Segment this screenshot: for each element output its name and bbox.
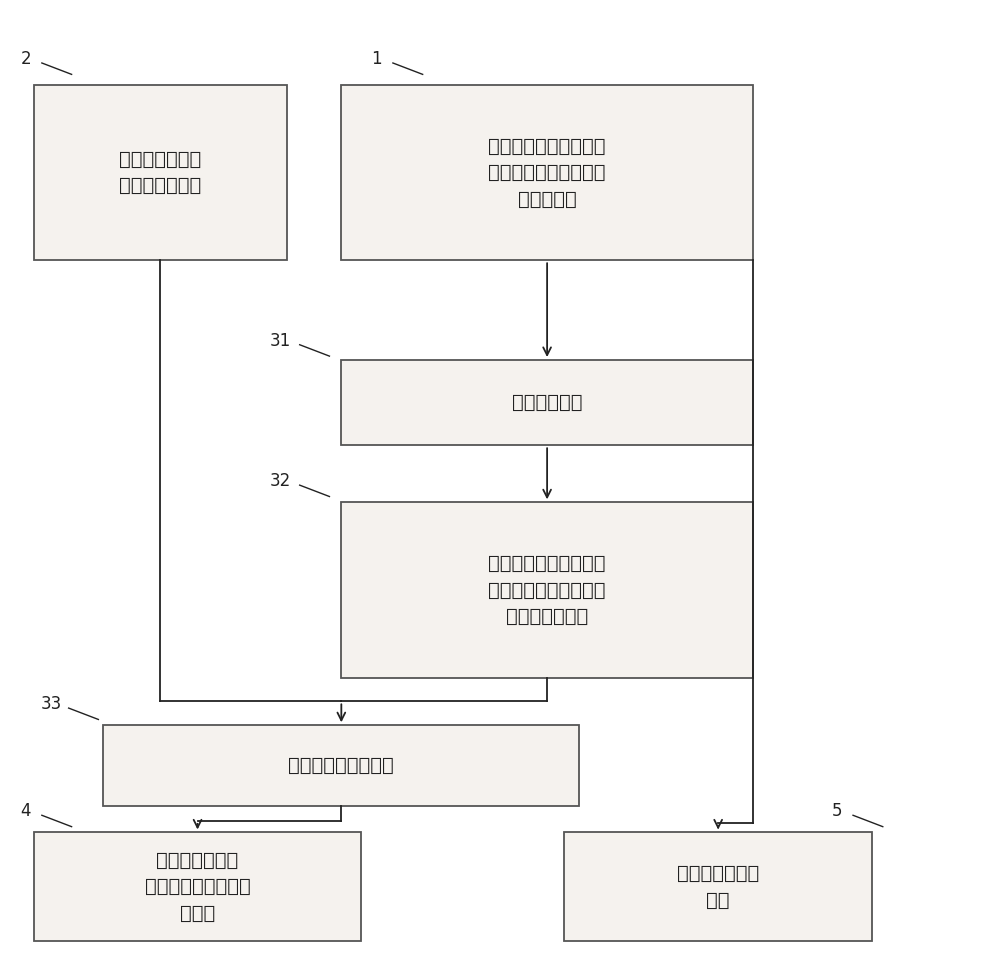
Bar: [341, 360, 753, 445]
Bar: [103, 725, 579, 806]
Bar: [341, 85, 753, 260]
Text: 得出锚索最大锚固力: 得出锚索最大锚固力: [288, 756, 394, 775]
Bar: [564, 833, 872, 942]
Text: 5: 5: [832, 803, 842, 820]
Text: 求解平衡方程得出拉力
型锚索注浆体与岩土体
界面剪应力公式: 求解平衡方程得出拉力 型锚索注浆体与岩土体 界面剪应力公式: [488, 554, 606, 626]
Text: 确定注浆体、钢绞线和
岩土体的基本参数以及
锚固体孔径: 确定注浆体、钢绞线和 岩土体的基本参数以及 锚固体孔径: [488, 137, 606, 209]
Text: 4: 4: [21, 803, 31, 820]
Bar: [341, 502, 753, 678]
Text: 32: 32: [269, 473, 290, 490]
Bar: [34, 833, 361, 942]
Text: 确定注浆体与岩
土体的剪切强度: 确定注浆体与岩 土体的剪切强度: [119, 150, 201, 195]
Text: 31: 31: [269, 332, 290, 350]
Text: 求得有效锚固段
长度: 求得有效锚固段 长度: [677, 864, 759, 910]
Bar: [34, 85, 287, 260]
Text: 2: 2: [21, 50, 31, 68]
Text: 建立平衡方程: 建立平衡方程: [512, 393, 582, 412]
Text: 求得所需锚孔数
和各个锚孔所需钢绞
线根数: 求得所需锚孔数 和各个锚孔所需钢绞 线根数: [145, 851, 250, 923]
Text: 1: 1: [371, 50, 381, 68]
Text: 33: 33: [41, 696, 62, 713]
